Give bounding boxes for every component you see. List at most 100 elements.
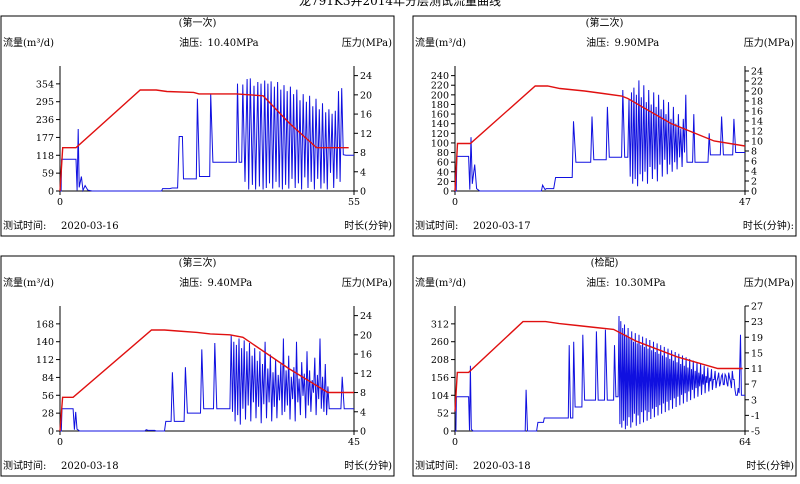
chart-2-y-right-tick-label: 4 xyxy=(751,167,757,178)
chart-4-y-right-tick-label: -1 xyxy=(751,411,760,422)
chart-1-y-right-tick-label: 12 xyxy=(360,129,372,140)
chart-1-y-left-tick-label: 236 xyxy=(36,115,54,126)
chart-2-y-right-tick-label: 8 xyxy=(751,147,757,158)
chart-4-y-left-tick-label: 312 xyxy=(431,319,449,330)
chart-2-y-left-tick-label: 40 xyxy=(437,167,449,178)
chart-2-oil-pressure-value: 9.90MPa xyxy=(615,38,660,49)
chart-2-y-left-tick-label: 80 xyxy=(437,148,449,159)
chart-1-y-right-tick-label: 24 xyxy=(360,71,372,82)
chart-1-y-left-tick-label: 354 xyxy=(36,79,54,90)
chart-1-y-right-tick-label: 20 xyxy=(360,90,372,101)
chart-4-y-left-tick-label: 260 xyxy=(431,337,449,348)
chart-3-y-right-tick-label: 20 xyxy=(360,330,372,341)
chart-3-y-left-tick-label: 84 xyxy=(42,373,54,384)
chart-4-y-left-tick-label: 0 xyxy=(443,427,449,438)
chart-3-y-right-tick-label: 0 xyxy=(360,427,366,438)
chart-4-oil-pressure-label: 油压: xyxy=(586,276,609,289)
chart-3-y-right-tick-label: 8 xyxy=(360,388,366,399)
chart-4-pressure-line xyxy=(454,320,743,412)
chart-2-y-right-tick-label: 10 xyxy=(751,137,763,148)
chart-4-y-left-tick-label: 52 xyxy=(437,409,449,420)
chart-4-oil-pressure-value: 10.30MPa xyxy=(615,278,666,289)
chart-4-y-right-tick-label: 3 xyxy=(751,395,757,406)
chart-1-y-left-tick-label: 59 xyxy=(42,169,54,180)
chart-3-y-left-tick-label: 56 xyxy=(42,391,54,402)
chart-2-y-right-tick-label: 6 xyxy=(751,157,757,168)
chart-2-y-left-tick-label: 100 xyxy=(431,138,449,149)
chart-3-flow-label: 流量(m³/d) xyxy=(3,276,54,289)
chart-1-test-time-label: 测试时间: xyxy=(3,219,46,232)
chart-2-oil-pressure-label: 油压: xyxy=(586,36,609,49)
chart-4-duration-label: 时长(分钟) xyxy=(746,459,794,472)
chart-2-x-tick-label: 0 xyxy=(452,197,458,208)
chart-3-pressure-label: 压力(MPa) xyxy=(342,276,392,289)
chart-3-y-right-tick-label: 12 xyxy=(360,369,372,380)
chart-3-y-left-tick-label: 168 xyxy=(36,319,54,330)
chart-2-y-left-tick-label: 200 xyxy=(431,90,449,101)
chart-3-y-left-tick-label: 0 xyxy=(48,427,54,438)
chart-2-y-left-tick-label: 120 xyxy=(431,129,449,140)
chart-4-y-right-tick-label: -5 xyxy=(751,427,760,438)
chart-1-oil-pressure-value: 10.40MPa xyxy=(208,38,259,49)
chart-2-pressure-line xyxy=(454,85,746,192)
chart-2-y-right-tick-label: 22 xyxy=(751,77,763,88)
chart-3-frame xyxy=(0,255,395,477)
chart-4-y-left-tick-label: 104 xyxy=(431,391,449,402)
chart-2-frame xyxy=(412,15,797,237)
chart-4-y-right-tick-label: 15 xyxy=(751,348,763,359)
chart-1-oil-pressure-label: 油压: xyxy=(179,36,202,49)
chart-2-duration-label: 时长(分钟): xyxy=(743,219,794,232)
chart-1-y-left-tick-label: 295 xyxy=(36,97,54,108)
chart-4-y-right-tick-label: 11 xyxy=(751,364,763,375)
chart-1-flow-label: 流量(m³/d) xyxy=(3,36,54,49)
chart-3-y-left-tick-label: 140 xyxy=(36,337,54,348)
chart-2-y-left-tick-label: 20 xyxy=(437,177,449,188)
chart-1-y-right-tick-label: 8 xyxy=(360,148,366,159)
chart-2-x-tick-label: 47 xyxy=(739,197,751,208)
chart-2-y-right-tick-label: 20 xyxy=(751,87,763,98)
page-title: 龙791K3井2014年分层测试流量曲线 xyxy=(298,0,502,8)
chart-3-panel: (第三次) 流量(m³/d) 油压: 9.40MPa 压力(MPa) 测试时间: 2020-… xyxy=(0,255,395,477)
chart-3-oil-pressure-label: 油压: xyxy=(179,276,202,289)
chart-1-y-left-tick-label: 177 xyxy=(36,133,54,144)
chart-3-y-right-tick-label: 4 xyxy=(360,407,366,418)
chart-1-x-tick-label: 0 xyxy=(57,197,63,208)
chart-1-test-date: 2020-03-16 xyxy=(61,221,119,232)
chart-3-flow-line xyxy=(60,335,354,432)
chart-1-y-right-tick-label: 4 xyxy=(360,167,366,178)
chart-4-test-date: 2020-03-18 xyxy=(473,461,531,472)
chart-2-y-right-tick-label: 0 xyxy=(751,187,757,198)
chart-4-title: (检配) xyxy=(591,256,619,269)
chart-2-y-left-tick-label: 160 xyxy=(431,110,449,121)
chart-1-x-tick-label: 55 xyxy=(348,197,360,208)
chart-2-y-right-tick-label: 2 xyxy=(751,177,757,188)
chart-4-y-right-tick-label: 27 xyxy=(751,302,763,313)
chart-4-flow-line xyxy=(455,315,745,432)
chart-3-y-left-tick-label: 112 xyxy=(36,355,54,366)
chart-1-duration-label: 时长(分钟) xyxy=(344,219,392,232)
chart-1-y-right-tick-label: 16 xyxy=(360,110,372,121)
chart-4-test-time-label: 测试时间: xyxy=(415,459,458,472)
chart-2-y-left-tick-label: 140 xyxy=(431,119,449,130)
chart-4-y-left-tick-label: 208 xyxy=(431,355,449,366)
chart-4-pressure-label: 压力(MPa) xyxy=(744,276,794,289)
chart-4-y-right-tick-label: 7 xyxy=(751,380,757,391)
chart-4-y-right-tick-label: 19 xyxy=(751,333,763,344)
chart-3-y-left-tick-label: 28 xyxy=(42,409,54,420)
chart-4-y-left-tick-label: 156 xyxy=(431,373,449,384)
chart-4-x-tick-label: 0 xyxy=(452,437,458,448)
chart-2-test-date: 2020-03-17 xyxy=(473,221,531,232)
chart-3-x-tick-label: 0 xyxy=(57,437,63,448)
chart-1-pressure-line xyxy=(59,89,349,192)
chart-2-test-time-label: 测试时间: xyxy=(415,219,458,232)
chart-2-y-right-tick-label: 12 xyxy=(751,127,763,138)
chart-2-y-left-tick-label: 240 xyxy=(431,71,449,82)
chart-4-flow-label: 流量(m³/d) xyxy=(415,276,466,289)
chart-2-flow-label: 流量(m³/d) xyxy=(415,36,466,49)
chart-2-flow-line xyxy=(455,80,745,192)
chart-1-y-left-tick-label: 118 xyxy=(36,151,54,162)
chart-3-pressure-line xyxy=(59,329,354,432)
chart-1-y-right-tick-label: 0 xyxy=(360,187,366,198)
chart-3-x-tick-label: 45 xyxy=(348,437,360,448)
